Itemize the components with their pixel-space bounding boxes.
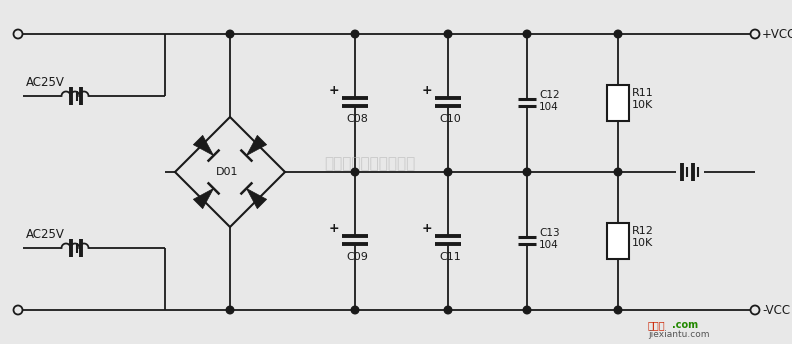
Circle shape bbox=[524, 306, 531, 314]
Text: -VCC: -VCC bbox=[762, 303, 790, 316]
Polygon shape bbox=[246, 189, 267, 209]
Text: .com: .com bbox=[672, 320, 698, 330]
Text: +: + bbox=[329, 222, 339, 235]
Circle shape bbox=[524, 168, 531, 176]
Circle shape bbox=[615, 30, 622, 38]
Polygon shape bbox=[193, 135, 214, 155]
Circle shape bbox=[227, 30, 234, 38]
Circle shape bbox=[444, 168, 451, 176]
Circle shape bbox=[751, 305, 760, 314]
Polygon shape bbox=[193, 189, 214, 209]
Text: C08: C08 bbox=[346, 114, 368, 124]
Bar bbox=[607, 85, 629, 121]
Text: D01: D01 bbox=[216, 167, 238, 177]
Text: R12
10K: R12 10K bbox=[632, 226, 654, 248]
Text: 杭州将睿科技有限公司: 杭州将睿科技有限公司 bbox=[325, 157, 416, 172]
Circle shape bbox=[227, 306, 234, 314]
Text: C12
104: C12 104 bbox=[539, 90, 560, 112]
Text: +: + bbox=[421, 222, 432, 235]
Text: R11
10K: R11 10K bbox=[632, 88, 653, 110]
Circle shape bbox=[444, 306, 451, 314]
Bar bbox=[607, 223, 629, 259]
Text: jiexiantu.com: jiexiantu.com bbox=[648, 330, 710, 339]
Circle shape bbox=[751, 30, 760, 39]
Text: AC25V: AC25V bbox=[26, 227, 65, 240]
Polygon shape bbox=[246, 135, 267, 155]
Text: +VCC: +VCC bbox=[762, 28, 792, 41]
Text: AC25V: AC25V bbox=[26, 75, 65, 88]
Text: 接线图: 接线图 bbox=[648, 320, 665, 330]
Circle shape bbox=[351, 306, 359, 314]
Text: C11: C11 bbox=[439, 252, 461, 262]
Circle shape bbox=[615, 306, 622, 314]
Text: C10: C10 bbox=[439, 114, 461, 124]
Circle shape bbox=[615, 168, 622, 176]
Circle shape bbox=[13, 305, 22, 314]
Circle shape bbox=[13, 30, 22, 39]
Circle shape bbox=[524, 30, 531, 38]
Text: C09: C09 bbox=[346, 252, 368, 262]
Text: C13
104: C13 104 bbox=[539, 228, 560, 250]
Circle shape bbox=[444, 30, 451, 38]
Circle shape bbox=[351, 30, 359, 38]
Text: +: + bbox=[329, 84, 339, 97]
Circle shape bbox=[351, 168, 359, 176]
Text: +: + bbox=[421, 84, 432, 97]
